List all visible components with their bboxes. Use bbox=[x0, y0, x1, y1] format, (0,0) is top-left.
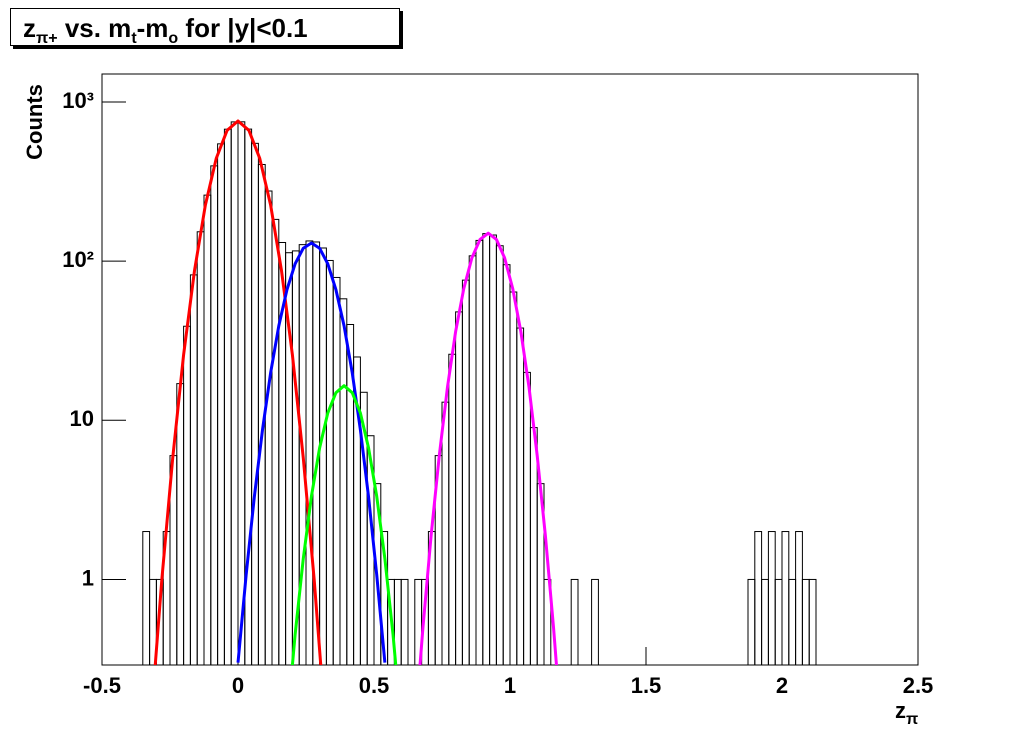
y-tick-label: 10 bbox=[70, 406, 94, 431]
x-tick-label: 1 bbox=[504, 673, 516, 698]
y-tick-label: 10³ bbox=[62, 88, 94, 113]
text-run: vs. m bbox=[57, 13, 132, 43]
histogram-bin bbox=[543, 578, 552, 665]
text-run: z bbox=[895, 698, 906, 723]
text-run: -m bbox=[136, 13, 169, 43]
fit-curve bbox=[418, 231, 558, 665]
y-tick-label: 10² bbox=[62, 247, 94, 272]
plot-area bbox=[142, 119, 817, 665]
y-tick-label: 1 bbox=[82, 565, 94, 590]
subscript: π bbox=[906, 711, 919, 728]
chart-title: zπ+ vs. mt-mo for |y|<0.1 bbox=[10, 8, 400, 47]
y-axis-label: Counts bbox=[22, 84, 47, 160]
x-axis-label: zπ bbox=[895, 698, 918, 729]
histogram-bin bbox=[591, 578, 599, 665]
subscript: t bbox=[131, 30, 137, 47]
text-run: for |y|<0.1 bbox=[178, 13, 308, 43]
histogram-bin bbox=[570, 578, 579, 665]
x-tick-label: 2.5 bbox=[903, 673, 934, 698]
fit-curve bbox=[153, 119, 323, 665]
histogram-bin bbox=[400, 578, 409, 665]
histogram-bin bbox=[808, 578, 817, 665]
fit-curve bbox=[236, 241, 387, 663]
x-tick-label: 0 bbox=[232, 673, 244, 698]
x-tick-label: 0.5 bbox=[359, 673, 390, 698]
subscript: o bbox=[168, 30, 179, 47]
x-tick-label: 1.5 bbox=[631, 673, 662, 698]
fit-curve bbox=[290, 384, 398, 665]
x-tick-label: 2 bbox=[776, 673, 788, 698]
text-run: z bbox=[23, 13, 36, 43]
subscript: π+ bbox=[36, 30, 58, 47]
x-tick-label: -0.5 bbox=[83, 673, 121, 698]
